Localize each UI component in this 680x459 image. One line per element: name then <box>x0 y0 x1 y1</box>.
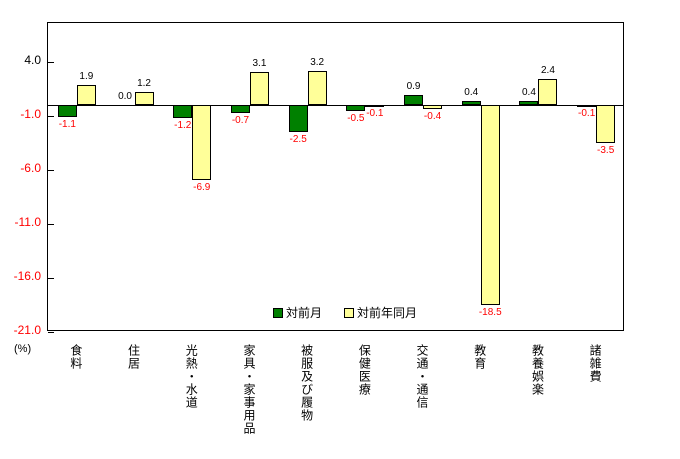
value-label: 1.2 <box>137 78 151 90</box>
y-axis-tick-label: -16.0 <box>13 268 41 283</box>
value-label: -1.2 <box>174 120 192 132</box>
value-label: 0.0 <box>118 91 132 103</box>
value-label: -0.1 <box>578 108 596 120</box>
bar-対前月 <box>461 100 481 106</box>
y-axis-tick <box>48 169 54 171</box>
x-category-label: 教育 <box>472 344 487 370</box>
value-label: 0.4 <box>521 86 536 98</box>
legend-label: 対前年同月 <box>357 306 418 320</box>
legend-label: 対前月 <box>286 306 323 320</box>
value-label: -0.7 <box>231 114 250 126</box>
value-label: -1.1 <box>58 118 76 130</box>
bar-対前年同月 <box>596 105 616 143</box>
value-label: -0.1 <box>366 108 384 120</box>
value-label: -0.4 <box>423 111 442 123</box>
value-label: 3.1 <box>252 57 267 69</box>
x-category-label: 光熱・水道 <box>184 344 199 409</box>
bar-対前月 <box>577 105 597 108</box>
value-label: -0.5 <box>347 112 365 124</box>
y-axis-tick-label: 4.0 <box>24 52 41 67</box>
value-label: 1.9 <box>79 70 94 82</box>
y-axis-tick <box>48 223 54 225</box>
legend-item: 対前月 <box>273 304 322 321</box>
bar-対前年同月 <box>192 105 212 180</box>
value-label: -6.9 <box>193 181 211 193</box>
value-label: 0.4 <box>464 86 479 98</box>
legend: 対前月 対前年同月 <box>273 304 417 321</box>
bar-対前月 <box>288 105 308 133</box>
y-axis-tick-label: -11.0 <box>14 214 41 229</box>
plot-area: 対前月 対前年同月 -1.1 1.9 0.0 1.2 -1.2 -6.9 -0.7 3.1 -2.… <box>47 22 624 333</box>
x-category-label: 食料 <box>68 344 83 370</box>
bar-対前年同月 <box>538 79 558 106</box>
x-category-label: 保健医療 <box>357 344 372 396</box>
bar-対前年同月 <box>76 84 96 106</box>
y-axis-tick <box>48 61 54 63</box>
bar-対前年同月 <box>249 71 269 106</box>
bar-対前月 <box>173 105 193 119</box>
x-category-label: 被服及び履物 <box>299 344 314 422</box>
y-axis-tick-label: -6.0 <box>20 160 41 175</box>
bar-対前年同月 <box>480 105 500 305</box>
bar-対前年同月 <box>365 105 385 108</box>
bar-対前年同月 <box>134 92 154 106</box>
bar-対前年同月 <box>307 70 327 106</box>
value-label: -3.5 <box>597 144 615 156</box>
y-axis-unit-label: (%) <box>14 343 32 355</box>
y-axis-tick-label: -1.0 <box>20 106 41 121</box>
bar-対前月 <box>404 95 424 106</box>
value-label: 0.9 <box>406 81 421 93</box>
x-category-label: 住居 <box>126 344 141 370</box>
x-category-label: 諸雑費 <box>588 344 603 383</box>
value-label: -2.5 <box>289 134 307 146</box>
bar-対前年同月 <box>423 105 443 110</box>
y-axis-tick-label: -21.0 <box>13 323 41 337</box>
y-axis-tick <box>48 115 54 117</box>
x-category-label: 家具・家事用品 <box>241 344 256 435</box>
bar-対前月 <box>519 100 539 106</box>
legend-swatch-対前月 <box>273 307 283 318</box>
bar-対前月 <box>230 105 250 113</box>
legend-swatch-対前年同月 <box>344 307 355 318</box>
value-label: -18.5 <box>478 306 502 318</box>
zero-baseline <box>48 105 623 107</box>
legend-item: 対前年同月 <box>344 304 417 321</box>
value-label: 3.2 <box>310 56 325 68</box>
x-category-label: 教養娯楽 <box>530 344 545 396</box>
bar-対前月 <box>346 105 366 111</box>
x-category-label: 交通・通信 <box>415 344 430 409</box>
value-label: 2.4 <box>540 65 555 77</box>
y-axis-tick <box>48 277 54 279</box>
y-axis-tick <box>48 332 54 333</box>
bar-対前月 <box>57 105 77 117</box>
